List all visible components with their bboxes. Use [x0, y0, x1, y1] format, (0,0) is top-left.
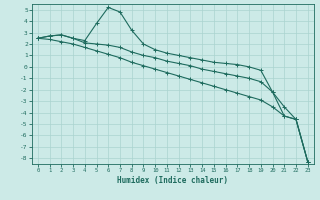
X-axis label: Humidex (Indice chaleur): Humidex (Indice chaleur): [117, 176, 228, 185]
